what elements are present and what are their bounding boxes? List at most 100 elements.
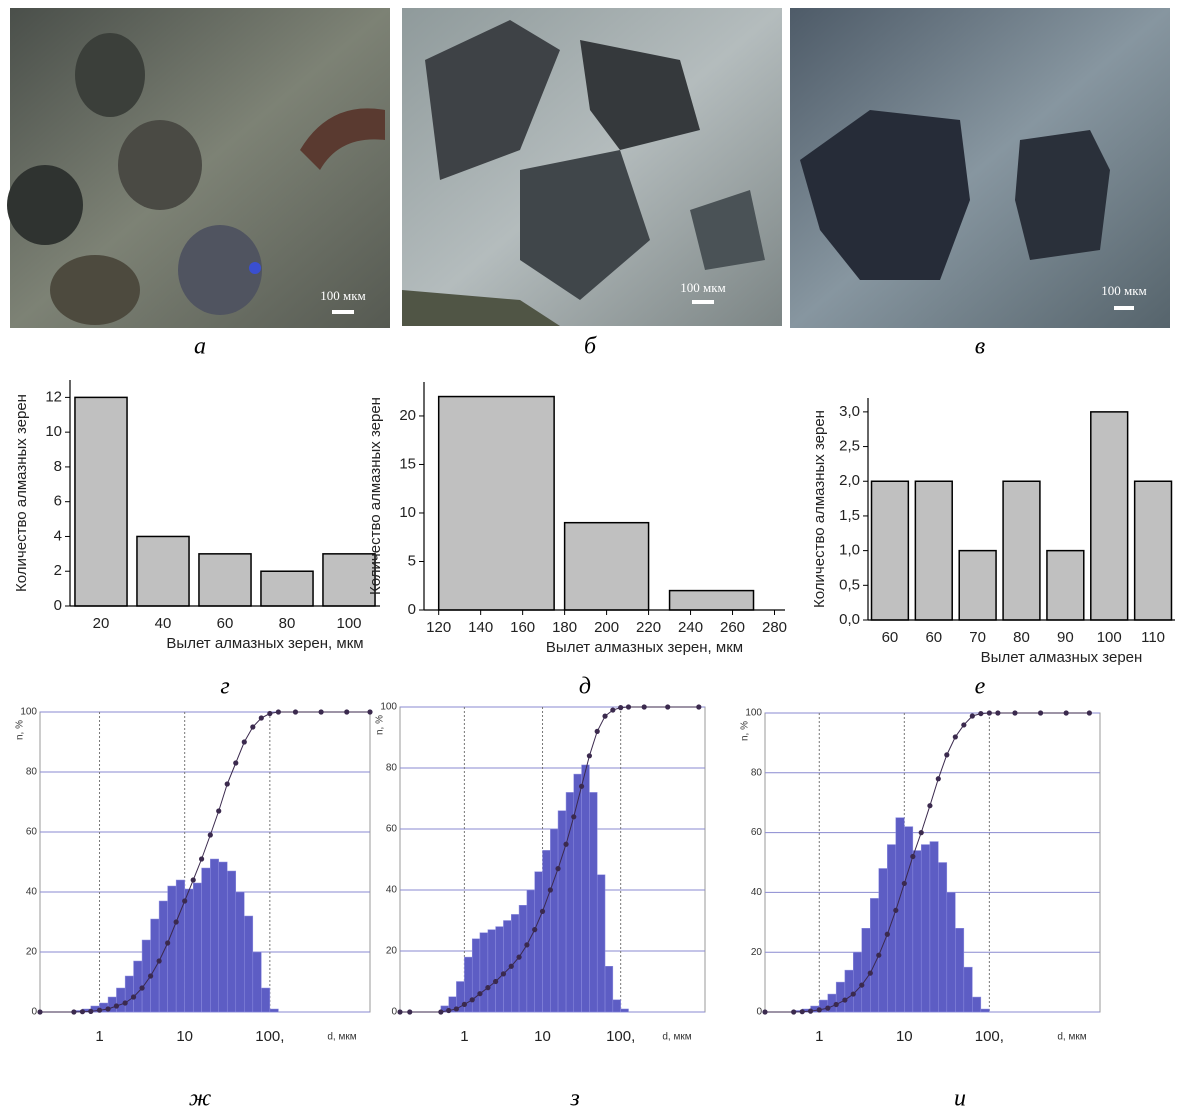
cumulative-point — [446, 1007, 452, 1014]
x-tick-label: 120 — [426, 619, 451, 636]
y-tick-label: 40 — [751, 887, 763, 898]
x-tick-label: 110 — [1141, 629, 1165, 646]
caption: б — [584, 334, 597, 360]
cumulative-point — [79, 1009, 86, 1015]
x-axis-label: Вылет алмазных зерен, мкм — [166, 635, 363, 652]
histogram-bar — [184, 888, 194, 1013]
x-tick-label: 60 — [217, 615, 234, 632]
cumulative-point — [493, 978, 499, 985]
cumulative-point — [850, 991, 856, 997]
cumulative-point — [318, 709, 324, 715]
histogram-bar — [573, 773, 582, 1013]
histogram-bar — [920, 844, 931, 1013]
caption: а — [194, 334, 206, 360]
scale-label: 100 мкм — [1101, 283, 1147, 298]
cumulative-point — [122, 1000, 128, 1006]
y-tick-label: 100 — [20, 707, 37, 718]
histogram-bar — [479, 932, 489, 1013]
cumulative-point — [594, 728, 600, 735]
cumulative-point — [901, 880, 907, 887]
y-tick-label: 1,5 — [839, 507, 860, 524]
y-tick-label: 20 — [386, 946, 398, 957]
cumulative-point — [696, 704, 702, 710]
cumulative-point — [1037, 710, 1044, 716]
x-tick-label: 280 — [762, 619, 787, 636]
y-tick-label: 60 — [386, 824, 398, 835]
histogram-bar — [210, 858, 219, 1013]
bar — [668, 589, 755, 611]
x-tick-label: 100 — [1097, 629, 1122, 646]
histogram-bar — [912, 850, 922, 1013]
cumulative-point — [461, 1001, 467, 1007]
histogram-bar — [878, 868, 888, 1013]
histogram-bar — [218, 861, 228, 1013]
histogram-bar — [887, 844, 897, 1013]
cumulative-point — [71, 1009, 77, 1015]
histogram-bar — [526, 889, 535, 1013]
caption: е — [975, 674, 986, 700]
bar — [1090, 411, 1129, 621]
x-axis-label: d, мкм — [327, 1032, 356, 1043]
cumulative-point — [105, 1006, 111, 1012]
cumulative-point — [961, 722, 967, 728]
cumulative-point — [113, 1003, 120, 1009]
bar — [870, 480, 910, 621]
cumulative-point — [539, 908, 546, 914]
cumulative-point — [918, 830, 924, 836]
histogram-bar — [861, 928, 871, 1013]
x-axis-label: d, мкм — [662, 1032, 691, 1043]
x-tick-label: 1 — [815, 1028, 823, 1045]
cumulative-point — [625, 704, 632, 710]
y-tick-label: 40 — [26, 887, 38, 898]
y-tick-label: 0 — [54, 597, 62, 614]
cumulative-point — [762, 1009, 768, 1015]
cumulative-point — [665, 704, 671, 710]
cumulative-point — [571, 814, 577, 820]
bar — [198, 553, 252, 607]
y-axis-label: n, % — [375, 715, 386, 735]
histogram-bar — [844, 969, 854, 1013]
cumulative-point — [867, 970, 873, 976]
x-axis-label: Вылет алмазных зерен, мкм — [546, 639, 743, 656]
caption: ж — [189, 1086, 211, 1112]
histogram-bar — [511, 914, 520, 1013]
x-tick-label: 220 — [636, 619, 661, 636]
cumulative-point — [267, 710, 273, 717]
cumulative-point — [485, 985, 491, 991]
cumulative-point — [156, 958, 162, 964]
cumulative-point — [876, 952, 882, 958]
y-axis-label: n, % — [15, 720, 26, 740]
x-tick-label: 40 — [155, 615, 172, 632]
y-tick-label: 20 — [399, 407, 416, 424]
scale-label: 100 мкм — [320, 288, 366, 303]
cumulative-point — [224, 781, 230, 787]
y-tick-label: 80 — [386, 763, 398, 774]
x-tick-label: 10 — [896, 1028, 913, 1045]
cumulative-point — [816, 1007, 822, 1013]
cumulative-point — [563, 841, 569, 847]
cumulative-point — [397, 1009, 403, 1015]
histogram-bar — [244, 915, 254, 1013]
cumulative-point — [190, 877, 196, 883]
x-tick-label: 100, — [255, 1028, 284, 1045]
cumulative-point — [407, 1009, 413, 1015]
cumulative-point — [944, 752, 950, 758]
cumulative-point — [791, 1009, 797, 1015]
cumulative-point — [250, 724, 256, 730]
cumulative-point — [1086, 710, 1092, 716]
x-tick-label: 90 — [1057, 629, 1074, 646]
cumulative-point — [216, 808, 222, 814]
y-axis-label: n, % — [740, 721, 751, 741]
cumulative-point — [547, 887, 553, 893]
histogram-bar — [929, 841, 939, 1013]
histogram-bar — [972, 996, 982, 1013]
y-tick-label: 12 — [45, 388, 62, 405]
cumulative-point — [884, 931, 890, 937]
cumulative-point — [344, 709, 350, 715]
cumulative-point — [182, 898, 188, 904]
cumulative-point — [258, 715, 264, 721]
cumulative-point — [233, 760, 239, 766]
histogram-bar — [116, 987, 126, 1013]
cumulative-point — [139, 985, 145, 991]
y-tick-label: 6 — [54, 493, 62, 510]
